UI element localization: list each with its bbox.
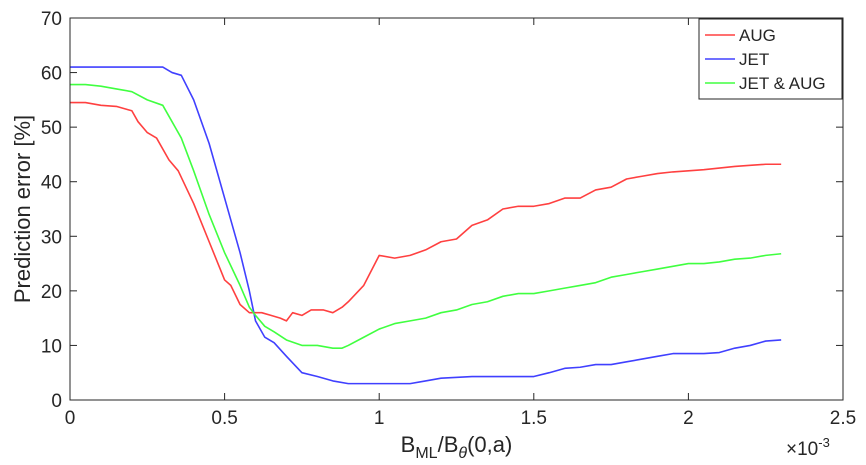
tick-labels: 0 0.5 1 1.5 2 2.5 0 10 20 30 40 50 60 70 xyxy=(41,9,856,429)
y-tick-label: 40 xyxy=(41,173,62,194)
y-tick-label: 20 xyxy=(41,282,62,303)
y-tick-label: 10 xyxy=(41,336,62,357)
y-tick-label: 60 xyxy=(41,64,62,85)
x-tick-label: 1.5 xyxy=(521,408,547,429)
axes xyxy=(69,17,844,401)
y-tick-label: 30 xyxy=(41,227,62,248)
legend-label-0: AUG xyxy=(739,26,776,45)
x-axis-label-sub2: θ xyxy=(458,445,467,462)
x-axis-multiplier: ×10-3 xyxy=(786,435,830,460)
y-tick-label: 70 xyxy=(41,9,62,30)
x-axis-label-slash: / xyxy=(438,432,445,457)
x-tick-label: 2 xyxy=(683,408,694,429)
series-line-2 xyxy=(70,83,782,349)
x-axis-label-b1: B xyxy=(401,432,416,457)
x-axis-label: BML/Bθ(0,a) xyxy=(401,432,513,462)
x-axis-multiplier-base: ×10 xyxy=(786,439,818,460)
x-axis-label-b2: B xyxy=(444,432,459,457)
x-tick-label: 1 xyxy=(374,408,385,429)
y-axis-label: Prediction error [%] xyxy=(10,115,35,303)
x-tick-label: 0.5 xyxy=(211,408,237,429)
x-axis-label-sub1: ML xyxy=(415,445,437,462)
y-tick-label: 0 xyxy=(51,391,62,412)
x-axis-multiplier-exponent: -3 xyxy=(818,435,830,450)
legend-label-2: JET & AUG xyxy=(739,74,826,93)
series-layer xyxy=(70,66,782,385)
x-axis-label-rest: (0,a) xyxy=(467,432,512,457)
axes-box xyxy=(69,17,844,401)
y-tick-label: 50 xyxy=(41,118,62,139)
series-line-1 xyxy=(70,66,782,385)
x-tick-label: 2.5 xyxy=(830,408,856,429)
legend: AUG JET JET & AUG xyxy=(698,18,843,100)
series-line-0 xyxy=(70,101,782,322)
legend-label-1: JET xyxy=(739,50,769,69)
x-tick-label: 0 xyxy=(65,408,76,429)
